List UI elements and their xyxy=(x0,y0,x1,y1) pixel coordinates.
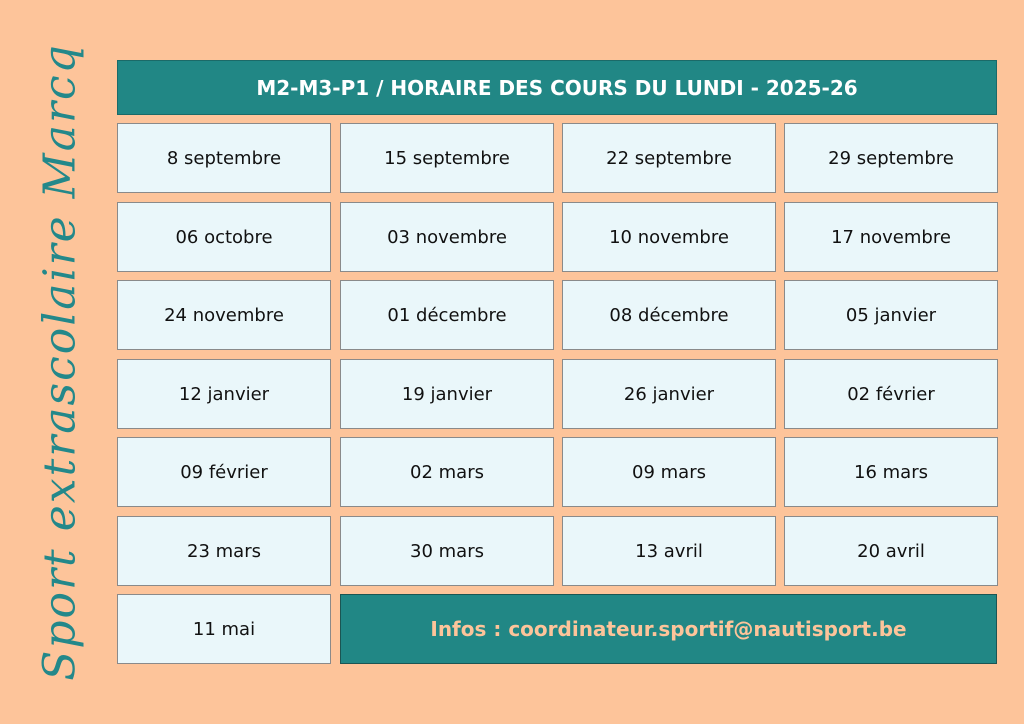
date-cell: 16 mars xyxy=(784,437,998,507)
date-cell: 12 janvier xyxy=(117,359,331,429)
date-cell: 30 mars xyxy=(340,516,554,586)
date-cell: 15 septembre xyxy=(340,123,554,193)
date-cell: 22 septembre xyxy=(562,123,776,193)
date-cell: 10 novembre xyxy=(562,202,776,272)
date-cell: 09 mars xyxy=(562,437,776,507)
info-contact: Infos : coordinateur.sportif@nautisport.… xyxy=(340,594,997,664)
page-title: M2-M3-P1 / HORAIRE DES COURS DU LUNDI - … xyxy=(117,60,997,115)
date-cell: 08 décembre xyxy=(562,280,776,350)
date-cell: 20 avril xyxy=(784,516,998,586)
date-cell: 13 avril xyxy=(562,516,776,586)
date-cell: 24 novembre xyxy=(117,280,331,350)
date-cell: 02 février xyxy=(784,359,998,429)
date-cell: 19 janvier xyxy=(340,359,554,429)
date-cell: 17 novembre xyxy=(784,202,998,272)
date-cell: 8 septembre xyxy=(117,123,331,193)
date-cell: 03 novembre xyxy=(340,202,554,272)
date-cell: 05 janvier xyxy=(784,280,998,350)
date-cell: 09 février xyxy=(117,437,331,507)
date-cell: 02 mars xyxy=(340,437,554,507)
date-cell: 26 janvier xyxy=(562,359,776,429)
date-cell: 11 mai xyxy=(117,594,331,664)
date-cell: 29 septembre xyxy=(784,123,998,193)
date-cell: 23 mars xyxy=(117,516,331,586)
side-title: Sport extrascolaire Marcq xyxy=(34,43,86,681)
date-cell: 06 octobre xyxy=(117,202,331,272)
date-cell: 01 décembre xyxy=(340,280,554,350)
